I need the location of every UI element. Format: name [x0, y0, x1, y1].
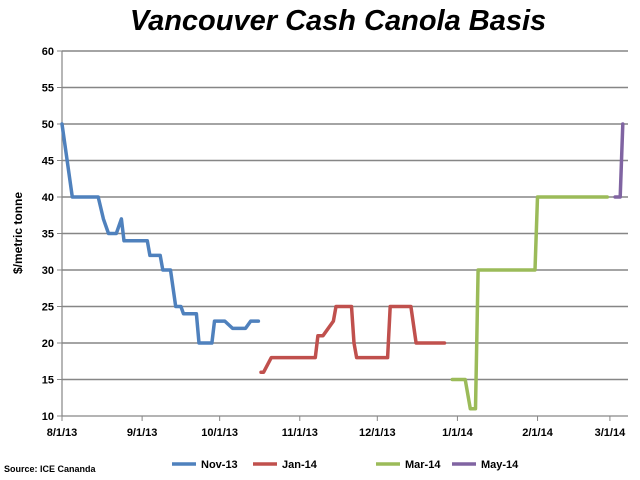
- legend-label: Nov-13: [201, 459, 238, 471]
- y-tick-label: 35: [42, 229, 54, 241]
- legend-label: Mar-14: [405, 459, 441, 471]
- y-axis-label: $/metric tonne: [11, 192, 25, 274]
- legend-item: Jan-14: [253, 459, 318, 471]
- source-note: Source: ICE Cananda: [4, 464, 97, 474]
- series-line-may-14: [613, 122, 625, 199]
- x-tick-label: 3/1/14: [595, 427, 626, 439]
- legend-item: Nov-13: [172, 459, 238, 471]
- gridlines: [62, 50, 628, 381]
- y-tick-label: 60: [42, 46, 54, 58]
- legend-label: May-14: [481, 459, 519, 471]
- y-tick-label: 30: [42, 265, 54, 277]
- y-tick-labels: 10 15 20 25 30 35 40 45 50 55 60: [42, 46, 54, 423]
- x-tick-label: 10/1/13: [201, 427, 238, 439]
- series-line-jan-14: [259, 304, 447, 374]
- y-tick-label: 15: [42, 375, 54, 387]
- legend-item: May-14: [452, 459, 519, 471]
- x-tick-label: 1/1/14: [442, 427, 473, 439]
- legend-label: Jan-14: [282, 459, 318, 471]
- y-tick-label: 40: [42, 192, 54, 204]
- y-tick-label: 55: [42, 83, 54, 95]
- y-tick-label: 10: [42, 411, 54, 423]
- x-tick-label: 9/1/13: [127, 427, 158, 439]
- axes: [57, 50, 628, 421]
- x-tick-labels: 8/1/13 9/1/13 10/1/13 11/1/13 12/1/13 1/1/14 2…: [47, 427, 626, 439]
- y-tick-label: 25: [42, 302, 54, 314]
- series-line-nov-13: [60, 122, 261, 345]
- data-series: [60, 122, 625, 411]
- x-tick-label: 12/1/13: [359, 427, 396, 439]
- x-tick-label: 11/1/13: [282, 427, 318, 439]
- series-line-mar-14: [450, 195, 610, 411]
- y-tick-label: 45: [42, 156, 54, 168]
- chart-title: Vancouver Cash Canola Basis: [130, 5, 546, 37]
- y-tick-label: 20: [42, 338, 54, 350]
- legend-item: Mar-14: [376, 459, 441, 471]
- x-tick-label: 2/1/14: [522, 427, 553, 439]
- legend: Nov-13 Jan-14 Mar-14 May-14: [172, 459, 519, 471]
- x-tick-label: 8/1/13: [47, 427, 78, 439]
- y-tick-label: 50: [42, 119, 54, 131]
